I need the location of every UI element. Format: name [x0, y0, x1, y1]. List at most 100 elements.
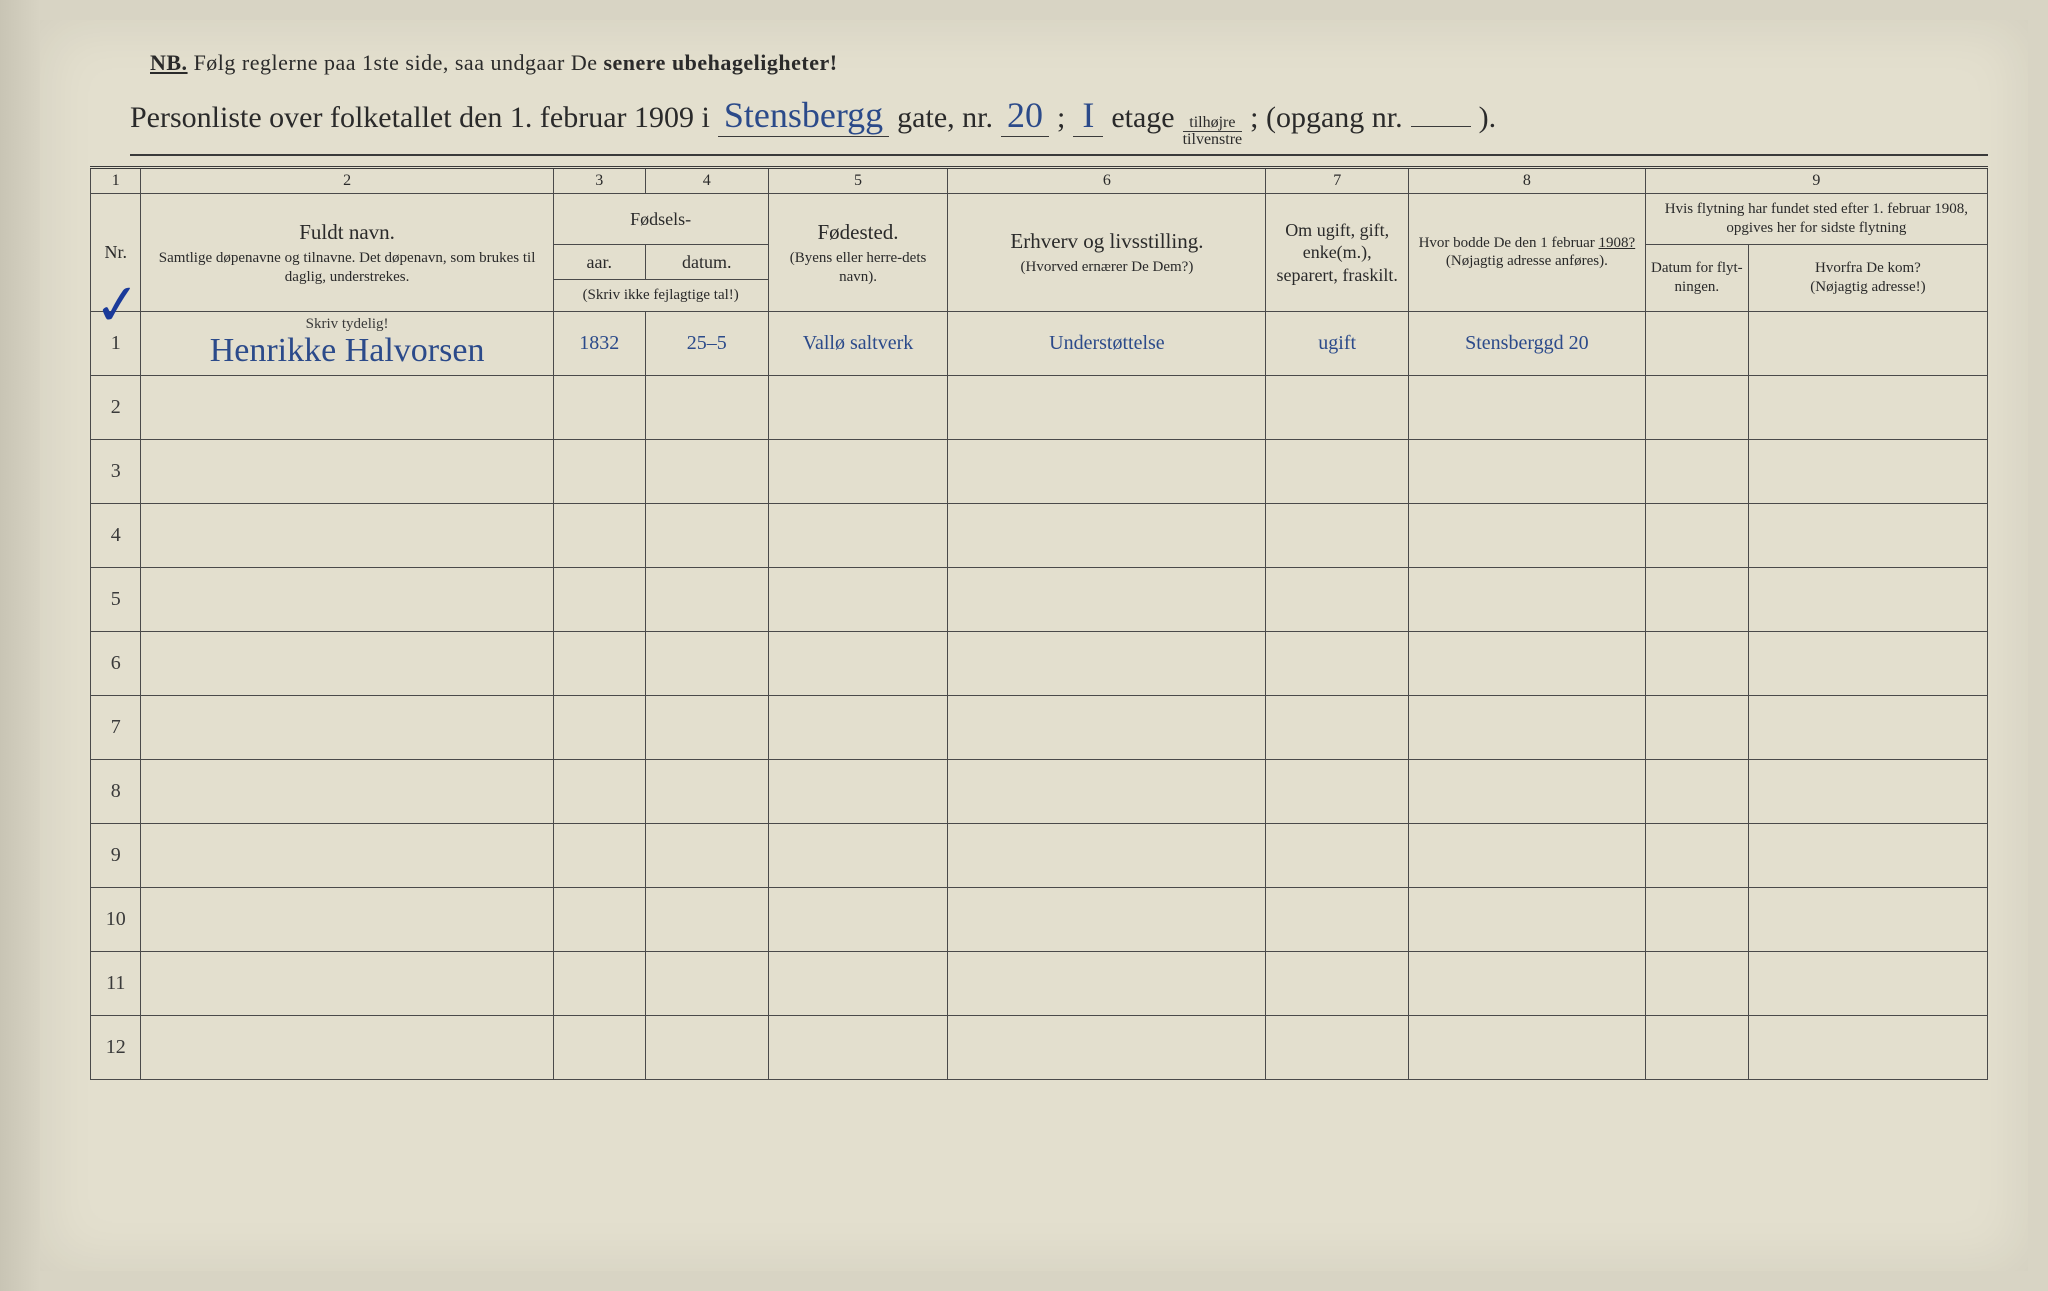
cell-date: 25–5 [645, 311, 768, 375]
table-row: 4 [91, 503, 1988, 567]
cell-prevaddr [1408, 951, 1645, 1015]
cell-movedate [1645, 503, 1748, 567]
cell-occupation [948, 887, 1266, 951]
cell-date [645, 1015, 768, 1079]
cell-date [645, 503, 768, 567]
colnum-8: 8 [1408, 168, 1645, 194]
row-nr: 5 [91, 567, 141, 631]
row-nr: 10 [91, 887, 141, 951]
cell-year [553, 823, 645, 887]
col-year-header: aar. [553, 244, 645, 280]
col-movedate-header: Datum for flyt-ningen. [1645, 244, 1748, 311]
cell-occupation [948, 1015, 1266, 1079]
cell-movedate [1645, 567, 1748, 631]
cell-occupation [948, 631, 1266, 695]
col-prevaddr-main: Hvor bodde De den 1 februar 1908? [1413, 234, 1641, 253]
cell-prevaddr: Stensberggd 20 [1408, 311, 1645, 375]
cell-place [768, 887, 948, 951]
col-birthplace-main: Fødested. [773, 219, 944, 245]
col-movefrom-header: Hvorfra De kom? (Nøjagtig adresse!) [1748, 244, 1987, 311]
side-bottom: tilvenstre [1183, 132, 1243, 148]
col-movefrom-main: Hvorfra De kom? [1753, 259, 1983, 278]
title-part-6: ). [1479, 101, 1497, 135]
row-nr: 9 [91, 823, 141, 887]
cell-name [141, 695, 553, 759]
cell-status [1266, 695, 1409, 759]
cell-movefrom [1748, 951, 1987, 1015]
cell-status: ugift [1266, 311, 1409, 375]
cell-place [768, 375, 948, 439]
cell-movedate [1645, 695, 1748, 759]
cell-movefrom [1748, 823, 1987, 887]
cell-prevaddr [1408, 567, 1645, 631]
cell-place [768, 439, 948, 503]
table-row: 5 [91, 567, 1988, 631]
cell-movedate [1645, 759, 1748, 823]
cell-occupation [948, 439, 1266, 503]
row-nr: 12 [91, 1015, 141, 1079]
row-nr: 8 [91, 759, 141, 823]
cell-movefrom [1748, 503, 1987, 567]
cell-occupation: Understøttelse [948, 311, 1266, 375]
col-occupation-sub: (Hvorved ernærer De Dem?) [952, 258, 1261, 277]
col-name-sub: Samtlige døpenavne og tilnavne. Det døpe… [145, 249, 548, 287]
street-name-handwritten: Stensbergg [718, 94, 889, 137]
cell-prevaddr [1408, 695, 1645, 759]
opgang-handwritten [1411, 126, 1471, 127]
cell-occupation [948, 951, 1266, 1015]
cell-movefrom [1748, 311, 1987, 375]
cell-movedate [1645, 375, 1748, 439]
cell-prevaddr [1408, 439, 1645, 503]
table-row: 10 [91, 887, 1988, 951]
cell-movefrom [1748, 375, 1987, 439]
cell-year [553, 759, 645, 823]
cell-name [141, 1015, 553, 1079]
nb-text-2: senere ubehageligheter! [603, 50, 837, 75]
cell-date [645, 759, 768, 823]
cell-movefrom [1748, 631, 1987, 695]
col-date-header: datum. [645, 244, 768, 280]
header-nb-line: NB. Følg reglerne paa 1ste side, saa und… [150, 50, 1988, 76]
colnum-6: 6 [948, 168, 1266, 194]
cell-name [141, 375, 553, 439]
cell-occupation [948, 503, 1266, 567]
cell-place [768, 951, 948, 1015]
cell-prevaddr [1408, 631, 1645, 695]
cell-date [645, 695, 768, 759]
cell-status [1266, 567, 1409, 631]
colnum-1: 1 [91, 168, 141, 194]
row-nr: 7 [91, 695, 141, 759]
cell-movefrom [1748, 887, 1987, 951]
cell-year [553, 567, 645, 631]
title-part-1: Personliste over folketallet den 1. febr… [130, 101, 710, 135]
col-prevaddr-header: Hvor bodde De den 1 februar 1908? (Nøjag… [1408, 194, 1645, 312]
cell-name [141, 567, 553, 631]
name-handwritten: Henrikke Halvorsen [141, 332, 552, 370]
cell-status [1266, 375, 1409, 439]
cell-year: 1832 [553, 311, 645, 375]
colnum-7: 7 [1266, 168, 1409, 194]
row-nr: 6 [91, 631, 141, 695]
table-row: 2 [91, 375, 1988, 439]
cell-movefrom [1748, 759, 1987, 823]
cell-name [141, 503, 553, 567]
cell-name [141, 951, 553, 1015]
cell-date [645, 631, 768, 695]
census-table: 1 2 3 4 5 6 7 8 9 Nr. Fuldt navn. Samtli… [90, 166, 1988, 1080]
col-move-top: Hvis flytning har fundet sted efter 1. f… [1650, 200, 1983, 238]
row-nr: 2 [91, 375, 141, 439]
colnum-9: 9 [1645, 168, 1987, 194]
skriv-tydelig-label: Skriv tydelig! [141, 317, 552, 332]
cell-movedate [1645, 887, 1748, 951]
header-row-1: Nr. Fuldt navn. Samtlige døpenavne og ti… [91, 194, 1988, 245]
cell-status [1266, 823, 1409, 887]
cell-place: Vallø saltverk [768, 311, 948, 375]
col-occupation-main: Erhverv og livsstilling. [952, 228, 1261, 254]
cell-name: Skriv tydelig!Henrikke Halvorsen [141, 311, 553, 375]
table-row: 9 [91, 823, 1988, 887]
cell-year [553, 887, 645, 951]
cell-movedate [1645, 1015, 1748, 1079]
column-number-row: 1 2 3 4 5 6 7 8 9 [91, 168, 1988, 194]
cell-place [768, 759, 948, 823]
cell-status [1266, 887, 1409, 951]
